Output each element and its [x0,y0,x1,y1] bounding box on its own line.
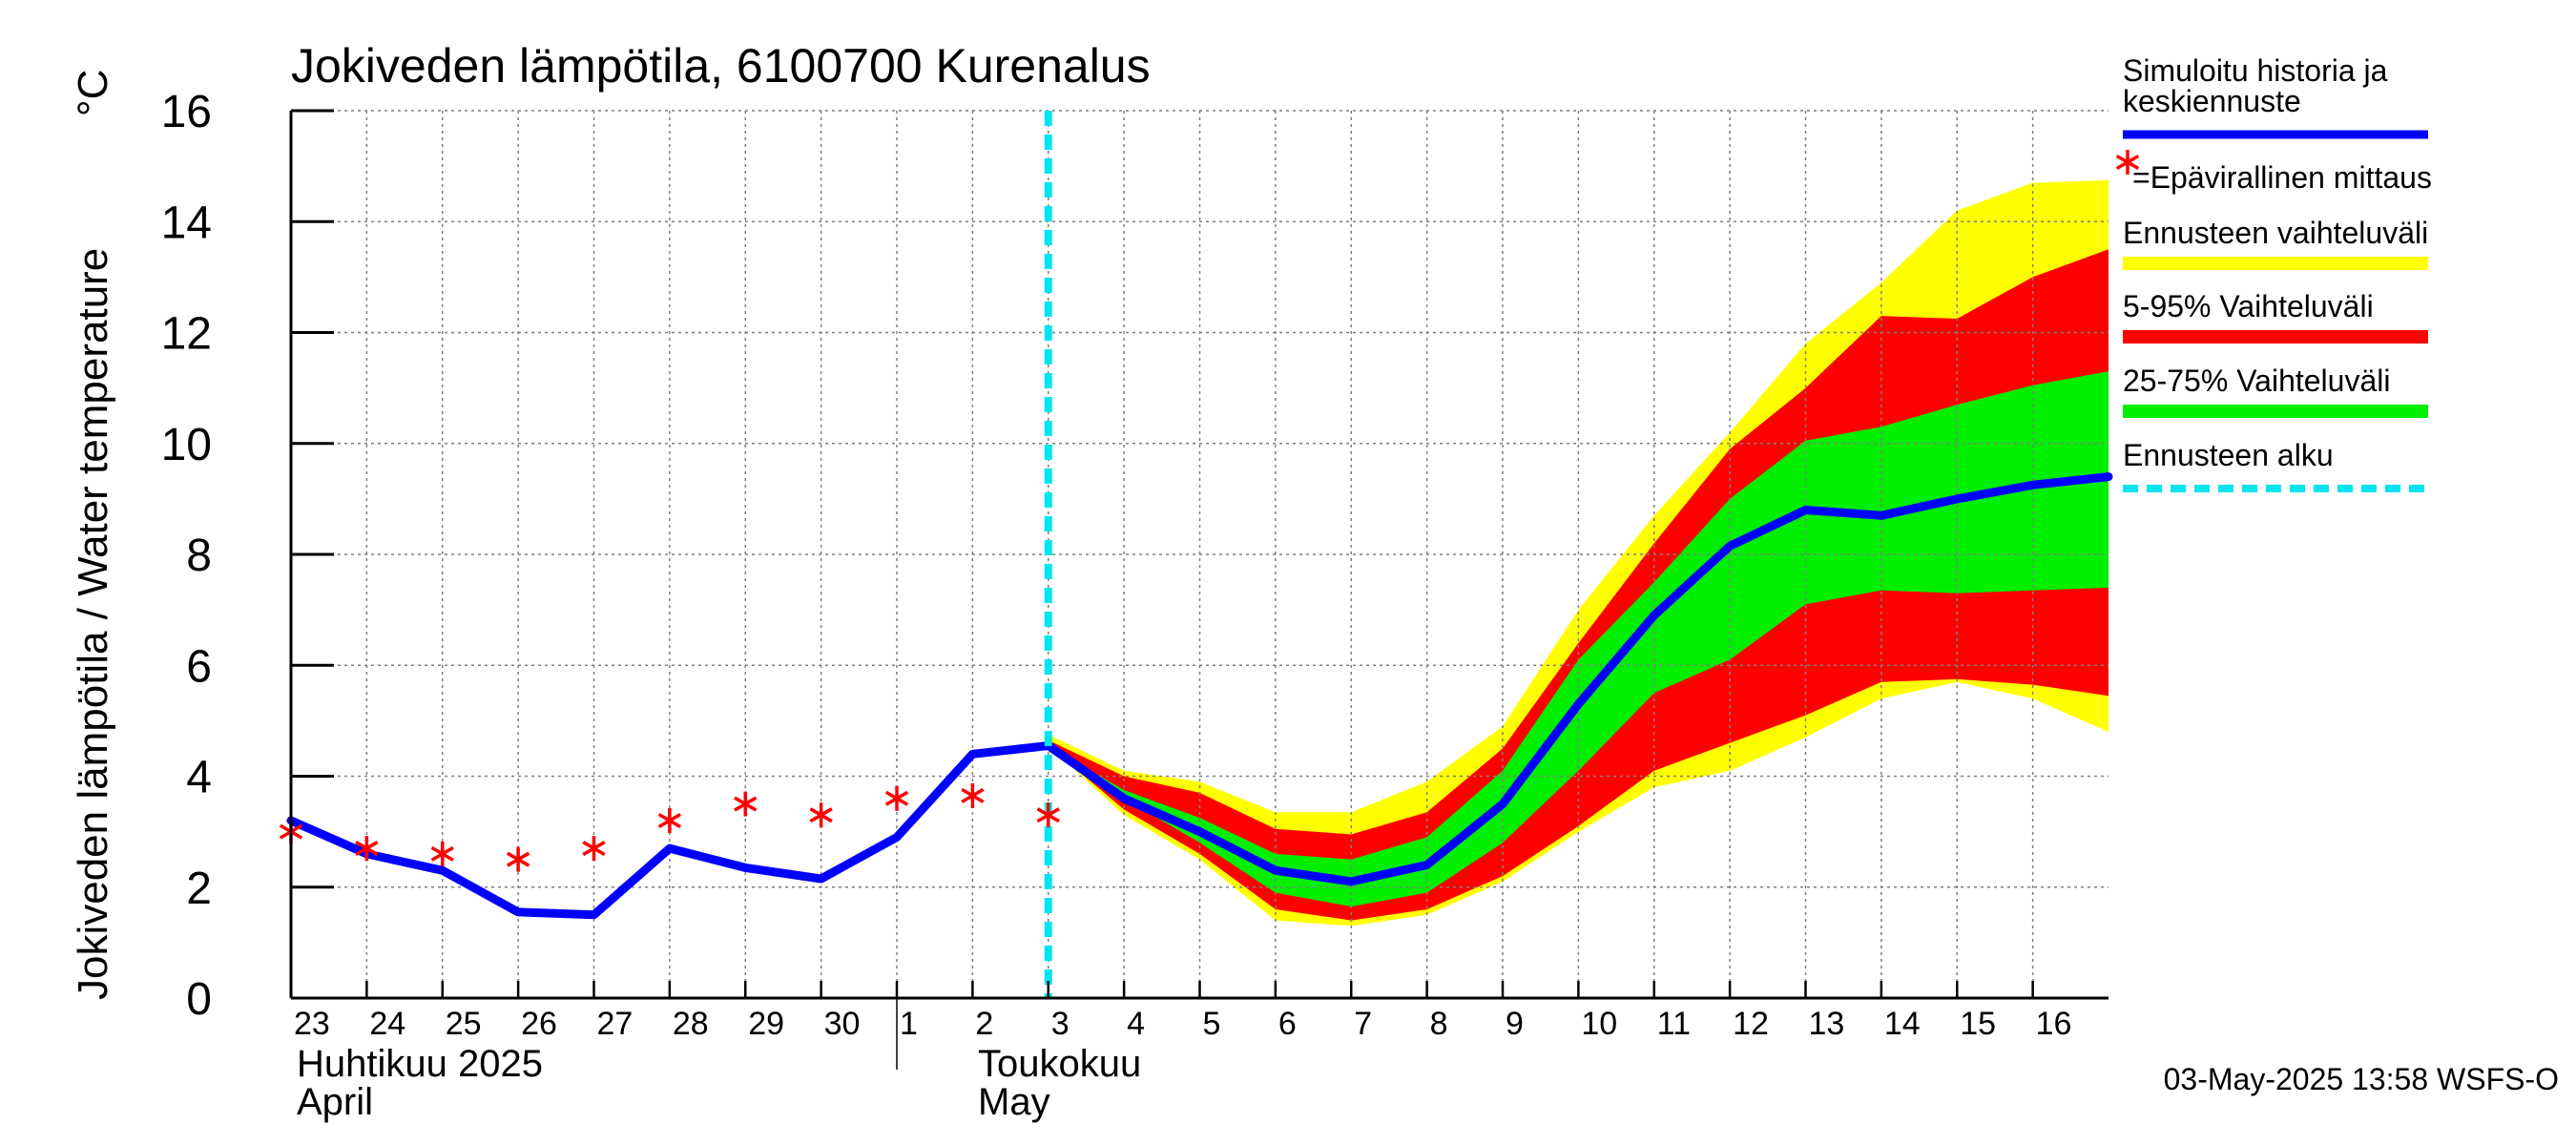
x-tick-label: 27 [597,1006,634,1042]
star-stroke [657,812,682,829]
y-tick-label: 16 [161,87,212,137]
star-stroke [1036,807,1060,823]
p25-75-band [1048,371,2109,907]
star-stroke [2115,154,2140,171]
x-tick-label: 4 [1127,1006,1145,1042]
x-tick-label: 16 [2036,1006,2072,1042]
legend-label: keskiennuste [2123,84,2301,118]
legend-swatch-observation [2115,150,2140,175]
legend-label: Ennusteen alku [2123,438,2334,472]
month-label-en: May [978,1081,1050,1123]
y-tick-label: 0 [186,974,212,1025]
legend-label: Simuloitu historia ja [2123,53,2388,88]
star-stroke [809,807,833,823]
x-tick-label: 24 [369,1006,405,1042]
observation-point [809,802,833,828]
x-tick-label: 11 [1657,1006,1691,1042]
month-label-fi: Huhtikuu 2025 [297,1043,543,1085]
x-tick-label: 2 [975,1006,993,1042]
y-tick-label: 2 [186,864,212,914]
grid [291,110,2109,998]
observation-point [961,782,985,808]
x-tick-label: 3 [1051,1006,1070,1042]
y-tick-label: 8 [186,531,212,581]
x-tick-label: 6 [1278,1006,1297,1042]
forecast-bands [1048,179,2109,926]
x-tick-label: 29 [748,1006,784,1042]
star-stroke [355,841,379,857]
legend-label: Ennusteen vaihteluväli [2123,216,2428,250]
x-tick-label: 8 [1430,1006,1448,1042]
y-axis-unit: °C [70,70,116,116]
legend-swatch-band [2123,257,2428,270]
median-forecast-line [286,472,2113,920]
observation-point [355,836,379,862]
observation-point [657,808,682,833]
observation-point [1036,802,1060,828]
y-tick-label: 6 [186,641,212,692]
chart-title: Jokiveden lämpötila, 6100700 Kurenalus [291,39,1151,93]
series [279,111,2113,998]
star-stroke [961,787,985,803]
x-tick-label: 14 [1884,1006,1921,1042]
star-stroke [734,796,758,812]
observation-point [506,846,530,872]
star-stroke [506,851,530,867]
x-tick-label: 7 [1354,1006,1372,1042]
timestamp: 03-May-2025 13:58 WSFS-O [2164,1062,2559,1096]
star-stroke [884,790,909,806]
y-tick-label: 14 [161,198,212,248]
x-tick-label: 23 [294,1006,330,1042]
x-tick-label: 5 [1203,1006,1221,1042]
star-stroke [582,841,606,857]
month-label-fi: Toukokuu [978,1043,1141,1085]
x-tick-label: 1 [900,1006,918,1042]
y-tick-label: 4 [186,753,212,803]
x-tick-label: 13 [1809,1006,1845,1042]
p5-95-band [1048,249,2109,921]
star-stroke [430,845,454,862]
y-tick-label: 12 [161,309,212,360]
observation-point [430,841,454,866]
y-tick-label: 10 [161,420,212,470]
x-tick-label: 15 [1960,1006,1996,1042]
x-tick-label: 30 [824,1006,861,1042]
x-tick-label: 28 [673,1006,709,1042]
observation-point [582,836,606,862]
x-tick-label: 12 [1733,1006,1769,1042]
x-tick-label: 9 [1506,1006,1524,1042]
y-axis-label: Jokiveden lämpötila / Water temperature [70,248,116,1000]
legend-label: =Epävirallinen mittaus [2132,160,2432,195]
observation-point [884,785,909,811]
x-tick-label: 10 [1581,1006,1617,1042]
legend-swatch-band [2123,405,2428,418]
legend-swatch-band [2123,330,2428,344]
legend-label: 25-75% Vaihteluväli [2123,364,2390,398]
month-label-en: April [297,1081,373,1123]
axes [289,109,2109,1070]
legend-label: 5-95% Vaihteluväli [2123,289,2374,323]
observation-point [734,791,758,817]
x-tick-label: 26 [521,1006,557,1042]
x-tick-label: 25 [446,1006,482,1042]
